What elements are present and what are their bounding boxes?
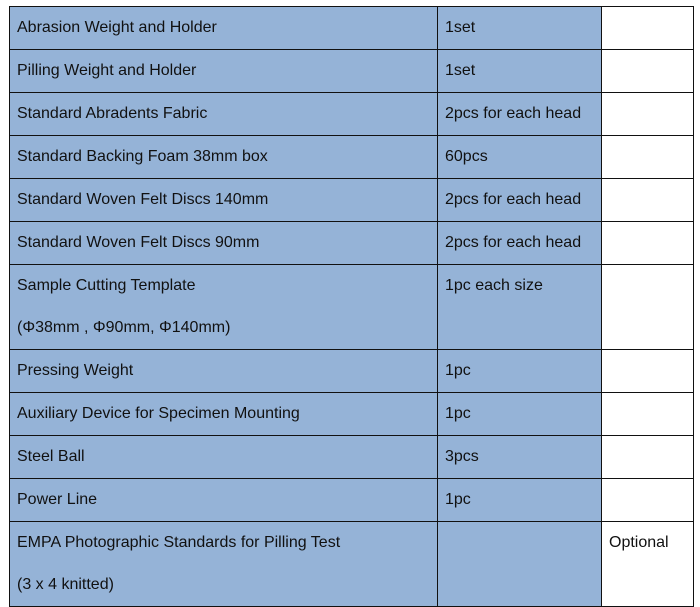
note-cell (601, 349, 694, 393)
table-row: Pressing Weight 1pc (9, 349, 694, 393)
quantity-cell: 60pcs (437, 135, 602, 179)
table-row: Standard Woven Felt Discs 140mm 2pcs for … (9, 178, 694, 222)
item-cell: Pressing Weight (9, 349, 438, 393)
quantity-cell: 1pc (437, 392, 602, 436)
note-cell (601, 178, 694, 222)
item-cell: Pilling Weight and Holder (9, 49, 438, 93)
table-row: Standard Woven Felt Discs 90mm 2pcs for e… (9, 221, 694, 265)
quantity-cell (437, 521, 602, 607)
item-cell: Power Line (9, 478, 438, 522)
item-text: Standard Woven Felt Discs 140mm (17, 191, 269, 208)
note-cell: Optional (601, 521, 694, 607)
table-row: Sample Cutting Template (Φ38mm , Φ90mm, Φ… (9, 264, 694, 350)
item-text: (3 x 4 knitted) (17, 576, 114, 593)
item-text: Standard Woven Felt Discs 90mm (17, 234, 260, 251)
note-cell (601, 135, 694, 179)
item-text: Auxiliary Device for Specimen Mounting (17, 405, 300, 422)
item-text: Standard Backing Foam 38mm box (17, 148, 268, 165)
table-row: Power Line 1pc (9, 478, 694, 522)
note-cell (601, 92, 694, 136)
item-cell: Auxiliary Device for Specimen Mounting (9, 392, 438, 436)
item-text: Standard Abradents Fabric (17, 105, 208, 122)
item-text: Power Line (17, 491, 98, 508)
item-cell: Sample Cutting Template (Φ38mm , Φ90mm, Φ… (9, 264, 438, 350)
item-text: Steel Ball (17, 448, 85, 465)
item-cell: Steel Ball (9, 435, 438, 479)
quantity-cell: 2pcs for each head (437, 92, 602, 136)
quantity-cell: 1set (437, 49, 602, 93)
item-cell: Standard Woven Felt Discs 140mm (9, 178, 438, 222)
item-text: (Φ38mm , Φ90mm, Φ140mm) (17, 319, 231, 336)
note-cell (601, 221, 694, 265)
table-row: Standard Abradents Fabric 2pcs for each h… (9, 92, 694, 136)
quantity-cell: 3pcs (437, 435, 602, 479)
quantity-cell: 1pc each size (437, 264, 602, 350)
note-cell (601, 435, 694, 479)
table-row: Pilling Weight and Holder 1set (9, 49, 694, 93)
item-text: Abrasion Weight and Holder (17, 19, 217, 36)
table-row: Abrasion Weight and Holder 1set (9, 6, 694, 50)
note-cell (601, 6, 694, 50)
item-cell: Standard Woven Felt Discs 90mm (9, 221, 438, 265)
table-row: Standard Backing Foam 38mm box 60pcs (9, 135, 694, 179)
quantity-cell: 2pcs for each head (437, 178, 602, 222)
note-cell (601, 392, 694, 436)
table-row: Auxiliary Device for Specimen Mounting 1p… (9, 392, 694, 436)
quantity-cell: 2pcs for each head (437, 221, 602, 265)
item-text: Pressing Weight (17, 362, 134, 379)
quantity-cell: 1pc (437, 478, 602, 522)
accessories-table: Abrasion Weight and Holder 1set Pilling We… (9, 6, 694, 607)
item-cell: Standard Backing Foam 38mm box (9, 135, 438, 179)
item-text: EMPA Photographic Standards for Pilling … (17, 534, 341, 551)
note-cell (601, 49, 694, 93)
quantity-cell: 1set (437, 6, 602, 50)
quantity-cell: 1pc (437, 349, 602, 393)
item-cell: EMPA Photographic Standards for Pilling … (9, 521, 438, 607)
item-cell: Standard Abradents Fabric (9, 92, 438, 136)
table-row: EMPA Photographic Standards for Pilling … (9, 521, 694, 607)
note-cell (601, 478, 694, 522)
note-cell (601, 264, 694, 350)
table-row: Steel Ball 3pcs (9, 435, 694, 479)
item-cell: Abrasion Weight and Holder (9, 6, 438, 50)
item-text: Sample Cutting Template (17, 277, 196, 294)
item-text: Pilling Weight and Holder (17, 62, 197, 79)
